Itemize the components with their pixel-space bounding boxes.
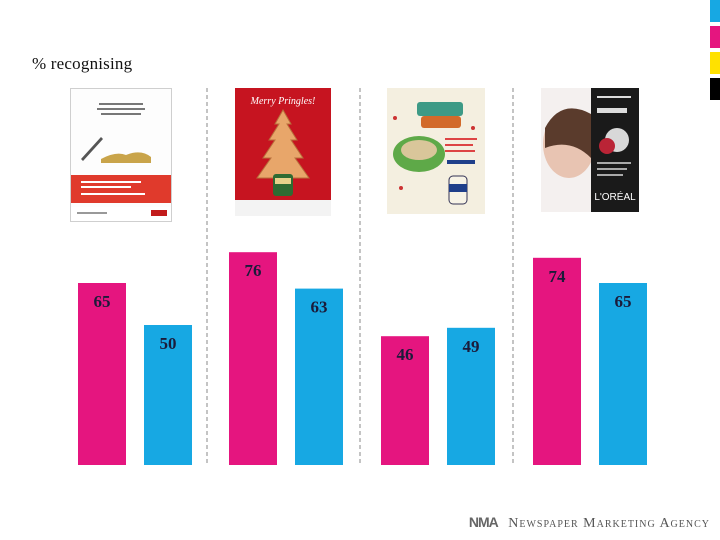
bar-series2-group4 — [599, 283, 647, 465]
agency-name: Newspaper Marketing Agency — [508, 516, 710, 531]
loreal-revitalift-ad-thumbnail: L'ORÉAL — [541, 88, 639, 212]
value-label-series2-group4: 65 — [615, 292, 632, 311]
bar-series2-group3 — [447, 327, 495, 465]
newspaper-ad-thumbnail — [70, 88, 172, 222]
brand-color-swatches — [710, 0, 720, 104]
bar-series2-group2 — [295, 288, 343, 465]
bar-series1-group2 — [229, 252, 277, 465]
value-labels: 65 76 46 74 50 63 49 65 — [94, 261, 632, 364]
nma-logo-mark: NMA — [468, 514, 499, 530]
pringles-caption: Merry Pringles! — [250, 96, 316, 107]
bar-series1-group4 — [533, 257, 581, 465]
hellmanns-ad-thumbnail — [387, 88, 485, 214]
magenta-swatch — [710, 26, 720, 48]
chart-title: % recognising — [32, 54, 133, 73]
footer-logo: NMA Newspaper Marketing Agency — [469, 514, 710, 532]
yellow-swatch — [710, 52, 720, 74]
value-label-series2-group1: 50 — [160, 334, 177, 353]
value-label-series1-group4: 74 — [549, 267, 567, 286]
bar-series1-group3 — [381, 336, 429, 465]
value-label-series2-group3: 49 — [463, 337, 480, 356]
black-swatch — [710, 78, 720, 100]
value-label-series1-group1: 65 — [94, 292, 111, 311]
bar-series1-group1 — [78, 283, 126, 465]
merry-pringles-ad-thumbnail: Merry Pringles! — [235, 88, 331, 216]
value-label-series1-group2: 76 — [245, 261, 262, 280]
cyan-swatch — [710, 0, 720, 22]
value-label-series1-group3: 46 — [397, 345, 414, 364]
bar-series2-group1 — [144, 325, 192, 465]
value-label-series2-group2: 63 — [311, 298, 328, 317]
loreal-caption: L'ORÉAL — [594, 190, 636, 203]
bars — [78, 252, 647, 465]
